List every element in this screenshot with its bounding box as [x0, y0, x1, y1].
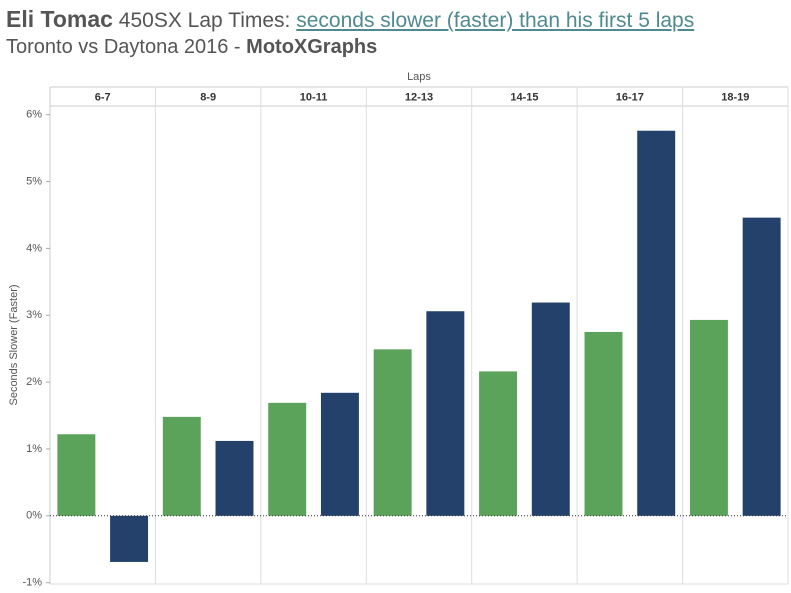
bar	[57, 434, 96, 516]
y-axis-title: Seconds Slower (Faster)	[8, 284, 20, 405]
subtitle: Toronto vs Daytona 2016 - MotoXGraphs	[6, 34, 694, 60]
column-header: 6-7	[95, 91, 111, 103]
y-tick-label: -1%	[22, 577, 42, 589]
x-axis-title: Laps	[407, 71, 431, 83]
bar	[320, 392, 359, 516]
bar	[373, 349, 412, 516]
column-header: 18-19	[721, 91, 749, 103]
y-tick-label: 2%	[26, 376, 42, 388]
column-header: 12-13	[405, 91, 433, 103]
column-header: 14-15	[510, 91, 538, 103]
titles: Eli Tomac 450SX Lap Times: seconds slowe…	[6, 6, 694, 60]
bar	[479, 371, 518, 516]
column-header: 10-11	[300, 91, 328, 103]
bar	[268, 402, 307, 516]
y-tick-label: 6%	[26, 109, 42, 121]
subtitle-brand: MotoXGraphs	[246, 36, 378, 58]
subtitle-main: Toronto vs Daytona 2016 -	[6, 36, 241, 58]
y-tick-label: 1%	[26, 443, 42, 455]
bar	[742, 217, 781, 516]
y-tick-label: 3%	[26, 309, 42, 321]
title-main: 450SX Lap Times:	[118, 9, 291, 32]
title-link[interactable]: seconds slower (faster) than his first 5…	[296, 9, 695, 32]
bar	[637, 130, 676, 516]
bar	[531, 302, 570, 516]
y-tick-label: 4%	[26, 242, 42, 254]
bar	[689, 319, 728, 516]
y-tick-label: 0%	[26, 510, 42, 522]
bar	[162, 416, 201, 516]
column-header: 8-9	[200, 91, 216, 103]
bar	[426, 311, 465, 516]
title-name: Eli Tomac	[6, 6, 113, 32]
column-header: 16-17	[616, 91, 644, 103]
bar	[584, 331, 623, 516]
bar	[110, 515, 149, 562]
title: Eli Tomac 450SX Lap Times: seconds slowe…	[6, 6, 694, 34]
bar	[215, 440, 254, 516]
y-tick-label: 5%	[26, 175, 42, 187]
